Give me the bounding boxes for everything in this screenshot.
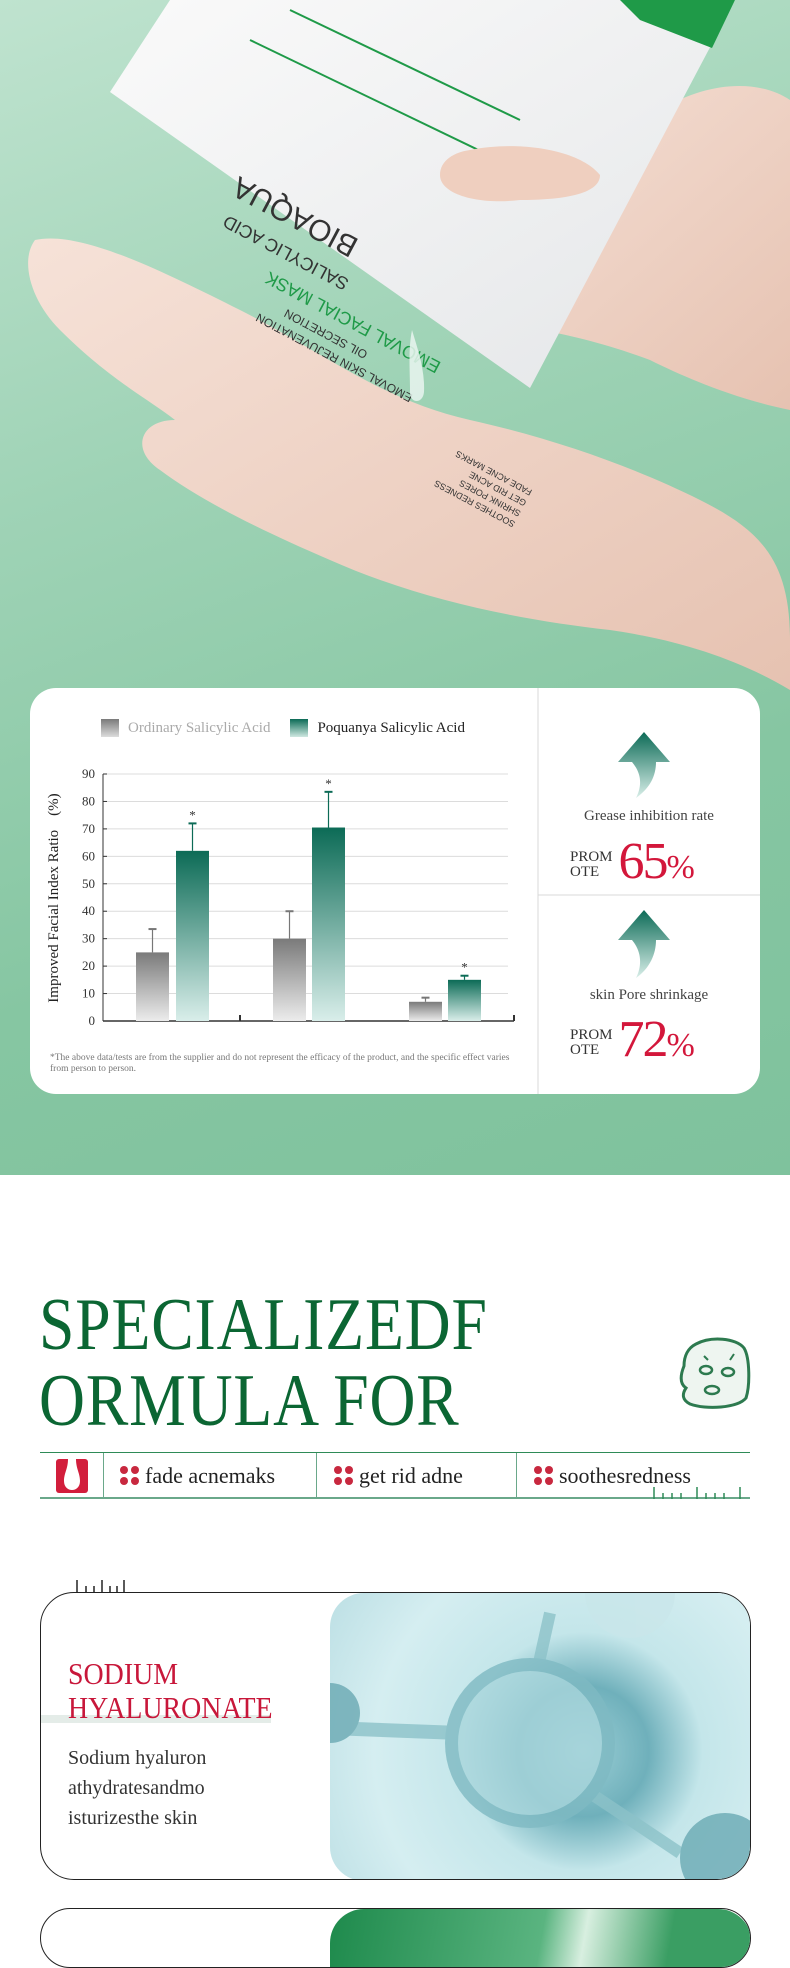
y-tick-label: 0: [89, 1013, 96, 1028]
bar-ordinary: [273, 938, 306, 1021]
y-tick-label: 50: [82, 876, 95, 891]
headline-line-1: SPECIALIZEDF: [39, 1284, 488, 1366]
legend-poquanya: Poquanya Salicylic Acid: [317, 719, 465, 736]
mask-packet: [110, 0, 735, 388]
arrow-up-icon: [618, 732, 670, 798]
arrow-up-icon: [618, 910, 670, 978]
y-tick-label: 90: [82, 766, 95, 781]
headline-line-2: ORMULA FOR: [39, 1360, 460, 1442]
legend-swatch-ordinary: [101, 719, 119, 737]
stat-prefix: PROM OTE: [570, 849, 613, 880]
ingredient-card-sodium-hyaluronate: SODIUM HYALURONATE Sodium hyaluron athydra…: [40, 1592, 751, 1880]
ingredient-card-2: [40, 1908, 751, 1968]
hero-image: BIOAQUA SALICYLIC ACID EMOVAL FACIAL MAS…: [0, 0, 790, 1175]
y-tick-label: 10: [82, 986, 95, 1001]
significance-mark: *: [189, 807, 196, 822]
stat-label-grease: Grease inhibition rate: [584, 808, 714, 824]
stat-grease: PROM OTE 65%: [570, 833, 695, 894]
stat-label-pore: skin Pore shrinkage: [589, 987, 709, 1003]
dots-icon: [534, 1466, 553, 1485]
ingredient-title: SODIUM HYALURONATE: [68, 1656, 273, 1725]
y-tick-label: 40: [82, 903, 95, 918]
ruler-decoration: [76, 1580, 125, 1592]
significance-mark: *: [461, 960, 468, 975]
bar-chart: 0 10 20 30 40 50 60 70 80 90 * * * Improved Facial I…: [46, 688, 760, 1094]
dots-icon: [120, 1466, 139, 1485]
y-tick-label: 60: [82, 848, 95, 863]
chart-legend: Ordinary Salicylic Acid Poquanya Salicyl…: [101, 719, 465, 737]
receiving-hand: [28, 238, 790, 690]
bar-ordinary: [409, 1001, 442, 1021]
bar-ordinary: [136, 952, 169, 1021]
y-tick-label: 70: [82, 821, 95, 836]
legend-swatch-poquanya: [290, 719, 309, 737]
chart-footnote: *The above data/tests are from the suppl…: [50, 1053, 510, 1074]
dots-icon: [334, 1466, 353, 1485]
bar-poquanya: [312, 827, 345, 1021]
thumb: [440, 146, 600, 202]
title-underline: [41, 1715, 271, 1723]
ingredient-image: [330, 1909, 750, 1967]
molecule-image: [330, 1593, 750, 1879]
efficacy-chart-card: 0 10 20 30 40 50 60 70 80 90 * * * Improved Facial I…: [30, 688, 760, 1094]
y-tick-label: 20: [82, 958, 95, 973]
stat-value: 65%: [618, 833, 695, 890]
significance-mark: *: [325, 776, 332, 791]
bar-poquanya: [448, 979, 481, 1021]
ruler-decoration: [653, 1487, 741, 1499]
ingredient-description: Sodium hyaluron athydratesandmo isturizest…: [68, 1747, 207, 1829]
bar-poquanya: [176, 850, 209, 1021]
stat-prefix: PROM OTE: [570, 1027, 613, 1058]
feature-row: fade acnemaks get rid adne soothesrednes…: [40, 1452, 750, 1499]
stat-pore: PROM OTE 72%: [570, 1011, 695, 1072]
hero-illustration: BIOAQUA SALICYLIC ACID EMOVAL FACIAL MAS…: [28, 0, 790, 690]
stat-value: 72%: [618, 1011, 695, 1068]
legend-ordinary: Ordinary Salicylic Acid: [128, 719, 271, 736]
feature-get-rid-acne: get rid adne: [334, 1453, 463, 1498]
face-mask-icon: [679, 1337, 751, 1409]
y-axis-label: Improved Facial Index Ratio(%): [46, 793, 62, 1002]
feature-fade-acne: fade acnemaks: [120, 1453, 275, 1498]
y-tick-label: 80: [82, 793, 95, 808]
drop-icon: [56, 1453, 88, 1498]
serum-drip: [409, 330, 425, 401]
feature-soothes-redness: soothesredness: [534, 1453, 691, 1498]
y-tick-label: 30: [82, 931, 95, 946]
